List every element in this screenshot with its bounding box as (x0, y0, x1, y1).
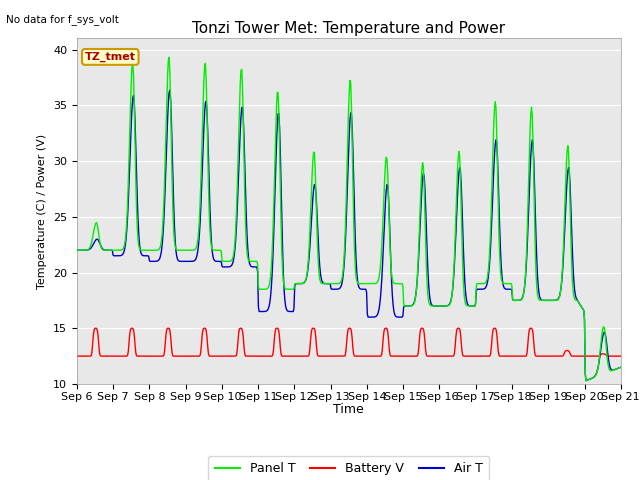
Title: Tonzi Tower Met: Temperature and Power: Tonzi Tower Met: Temperature and Power (192, 21, 506, 36)
Legend: Panel T, Battery V, Air T: Panel T, Battery V, Air T (209, 456, 489, 480)
Text: No data for f_sys_volt: No data for f_sys_volt (6, 14, 119, 25)
Text: TZ_tmet: TZ_tmet (84, 52, 136, 62)
Y-axis label: Temperature (C) / Power (V): Temperature (C) / Power (V) (37, 133, 47, 289)
X-axis label: Time: Time (333, 403, 364, 416)
